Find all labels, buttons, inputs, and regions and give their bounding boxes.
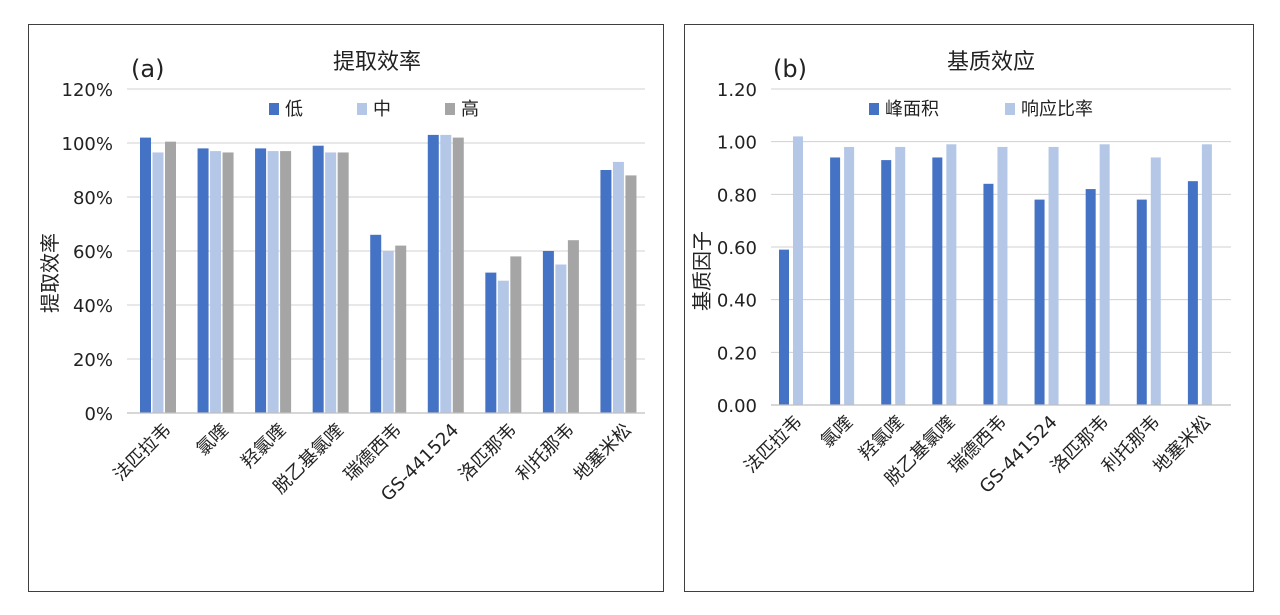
x-tick-label: 利托那韦 <box>512 420 578 486</box>
y-tick-label: 40% <box>73 296 113 317</box>
bar-2 <box>1099 144 1110 406</box>
bar-1 <box>1034 199 1045 405</box>
bar-1 <box>370 234 382 413</box>
bar-2 <box>612 161 624 413</box>
chart-title: 基质效应 <box>947 50 1035 75</box>
bar-2 <box>555 264 567 413</box>
y-tick-label: 80% <box>73 188 113 209</box>
bar-2 <box>895 146 906 405</box>
bar-1 <box>881 160 892 405</box>
y-tick-label: 0.40 <box>717 291 757 312</box>
x-tick-label: 法匹拉韦 <box>110 420 176 486</box>
x-tick-label: 羟氯喹 <box>237 420 290 473</box>
bar-2 <box>152 152 164 413</box>
x-tick-label: 洛匹那韦 <box>455 420 521 486</box>
bar-1 <box>140 137 151 413</box>
x-tick-label: 法匹拉韦 <box>740 412 806 478</box>
bar-3 <box>567 240 579 413</box>
legend-label: 中 <box>373 99 391 120</box>
bar-1 <box>983 183 994 405</box>
legend-swatch <box>269 103 279 115</box>
bar-2 <box>210 151 222 413</box>
bar-2 <box>382 251 394 413</box>
chart-a-svg: (a) 提取效率 提取效率 0% 20% 40% 60% 80% 100% 120% 法匹拉韦… <box>38 50 645 506</box>
chart-b-svg: (b) 基质效应 基质因子 0.00 0.20 0.40 0.60 0.80 1.00 1.… <box>690 50 1231 498</box>
legend-swatch <box>1005 103 1015 115</box>
x-tick-label: 地塞米松 <box>1149 412 1215 478</box>
bar-1 <box>830 157 841 405</box>
legend-label: 响应比率 <box>1021 99 1093 120</box>
x-tick-label: 地塞米松 <box>570 420 636 486</box>
bar-2 <box>793 136 803 405</box>
y-tick-label: 0.80 <box>717 185 757 206</box>
bar-2 <box>325 152 337 413</box>
y-tick-label: 0% <box>84 404 113 425</box>
y-tick-label: 120% <box>62 80 113 101</box>
y-axis-label: 基质因子 <box>690 231 714 311</box>
bar-2 <box>1150 157 1161 405</box>
plot-area: 0%20%40%60%80%100%120%法匹拉韦 氯喹 羟氯喹脱乙基氯喹瑞德西韦… <box>62 80 645 506</box>
bar-1 <box>600 170 612 413</box>
bar-2 <box>946 144 957 406</box>
bar-1 <box>1187 181 1198 405</box>
bar-1 <box>542 251 554 413</box>
y-tick-label: 0.20 <box>717 343 757 364</box>
y-tick-label: 1.00 <box>717 133 757 154</box>
bar-1 <box>779 249 789 405</box>
bar-2 <box>1201 144 1212 406</box>
y-axis-label: 提取效率 <box>38 233 62 313</box>
bar-2 <box>440 134 452 413</box>
bar-2 <box>1048 146 1059 405</box>
x-tick-label: 氯喹 <box>817 412 857 452</box>
bar-3 <box>337 152 349 413</box>
bar-1 <box>255 148 267 413</box>
legend-label: 低 <box>285 99 303 120</box>
bar-1 <box>312 145 324 413</box>
bar-1 <box>1136 199 1147 405</box>
panel-label: (a) <box>131 55 164 83</box>
y-tick-label: 1.20 <box>717 80 757 101</box>
chart-panel-a: (a) 提取效率 提取效率 0% 20% 40% 60% 80% 100% 120% 法匹拉韦… <box>28 24 664 592</box>
legend-label: 峰面积 <box>885 99 939 120</box>
bar-3 <box>222 152 234 413</box>
legend-swatch <box>357 103 367 115</box>
chart-title: 提取效率 <box>333 50 421 75</box>
legend-label: 高 <box>461 99 479 120</box>
bar-3 <box>165 141 176 413</box>
legend-swatch <box>869 103 879 115</box>
legend-swatch <box>445 103 455 115</box>
bar-2 <box>267 151 279 413</box>
bar-3 <box>625 175 637 413</box>
bar-1 <box>932 157 943 405</box>
y-tick-label: 100% <box>62 134 113 155</box>
bar-1 <box>485 272 497 413</box>
bar-3 <box>510 256 522 413</box>
bar-2 <box>497 280 509 413</box>
y-tick-label: 20% <box>73 350 113 371</box>
bar-2 <box>844 146 855 405</box>
y-tick-label: 0.00 <box>717 396 757 417</box>
x-tick-label: 氯喹 <box>193 420 233 460</box>
bar-1 <box>197 148 209 413</box>
y-tick-label: 60% <box>73 242 113 263</box>
bar-1 <box>427 134 439 413</box>
bar-3 <box>280 151 292 413</box>
chart-panel-b: (b) 基质效应 基质因子 0.00 0.20 0.40 0.60 0.80 1.00 1.… <box>684 24 1254 592</box>
bar-1 <box>1085 189 1096 405</box>
bar-3 <box>395 245 407 413</box>
bar-3 <box>452 137 464 413</box>
y-tick-label: 0.60 <box>717 238 757 259</box>
panel-label: (b) <box>773 55 807 83</box>
bar-2 <box>997 146 1008 405</box>
